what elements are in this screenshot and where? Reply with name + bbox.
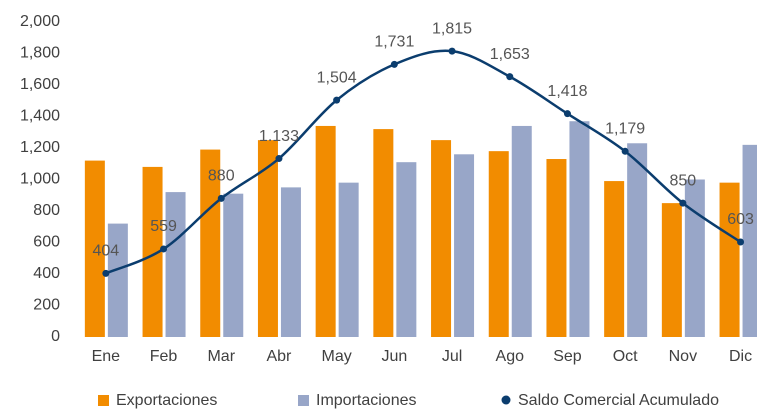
y-tick-label: 0 — [51, 328, 60, 345]
bar — [431, 140, 452, 337]
bar — [742, 144, 757, 337]
data-label: 850 — [669, 172, 696, 189]
y-tick-label: 1,600 — [20, 76, 60, 93]
legend-label: Importaciones — [316, 392, 417, 409]
bar — [200, 149, 221, 337]
y-tick-label: 600 — [33, 234, 60, 251]
data-label: 1.133 — [259, 128, 299, 145]
legend-swatch — [501, 395, 511, 405]
x-tick-label: Nov — [669, 348, 697, 365]
point — [102, 269, 110, 277]
x-tick-label: Dic — [729, 348, 752, 365]
bar — [107, 223, 128, 337]
y-tick-label: 200 — [33, 297, 60, 314]
legend-label: Saldo Comercial Acumulado — [518, 392, 719, 409]
legend-swatch — [98, 395, 109, 406]
bar — [569, 121, 590, 337]
point — [679, 199, 687, 207]
data-label: 1,418 — [547, 83, 587, 100]
bar — [165, 192, 186, 337]
x-tick-label: Ene — [92, 348, 121, 365]
bar — [511, 125, 532, 337]
bar — [315, 125, 336, 337]
data-label: 603 — [727, 211, 754, 228]
y-tick-label: 1,800 — [20, 45, 60, 62]
point — [160, 245, 168, 253]
bar — [488, 151, 509, 337]
y-tick-label: 1,200 — [20, 139, 60, 156]
bar — [142, 166, 163, 337]
x-tick-label: Jul — [442, 348, 462, 365]
data-label: 880 — [208, 168, 235, 185]
bar — [454, 154, 475, 337]
x-tick-label: Mar — [207, 348, 235, 365]
point — [563, 110, 571, 118]
point — [217, 194, 225, 202]
bar — [719, 182, 740, 337]
data-label: 404 — [92, 243, 119, 260]
legend-label: Exportaciones — [116, 392, 217, 409]
bar — [280, 187, 301, 337]
bar — [627, 143, 648, 337]
bar — [373, 129, 394, 337]
bar — [684, 179, 705, 337]
bar — [84, 160, 105, 337]
x-tick-label: Jun — [381, 348, 407, 365]
point — [621, 147, 629, 155]
y-tick-label: 800 — [33, 202, 60, 219]
bar — [396, 162, 417, 337]
data-label: 1,179 — [605, 121, 645, 138]
bar — [604, 181, 625, 337]
y-tick-label: 400 — [33, 265, 60, 282]
data-label: 1,504 — [317, 69, 357, 86]
y-tick-label: 1,000 — [20, 171, 60, 188]
x-tick-label: Abr — [266, 348, 292, 365]
x-tick-label: Oct — [613, 348, 638, 365]
bar — [257, 140, 278, 337]
bar — [223, 193, 244, 337]
point — [448, 47, 456, 55]
bar — [661, 203, 682, 337]
point — [275, 155, 283, 163]
legend-swatch — [298, 395, 309, 406]
point — [333, 96, 341, 104]
bar — [546, 159, 567, 337]
y-tick-label: 1,400 — [20, 108, 60, 125]
x-tick-label: Sep — [553, 348, 582, 365]
data-label: 559 — [150, 218, 177, 235]
y-tick-label: 2,000 — [20, 13, 60, 30]
point — [737, 238, 745, 246]
point — [390, 60, 398, 68]
x-tick-label: May — [322, 348, 352, 365]
data-label: 1,815 — [432, 20, 472, 37]
data-label: 1,653 — [490, 46, 530, 63]
x-tick-label: Ago — [496, 348, 525, 365]
x-tick-label: Feb — [150, 348, 178, 365]
point — [506, 73, 514, 81]
data-label: 1,731 — [374, 34, 414, 51]
bar — [338, 182, 359, 337]
